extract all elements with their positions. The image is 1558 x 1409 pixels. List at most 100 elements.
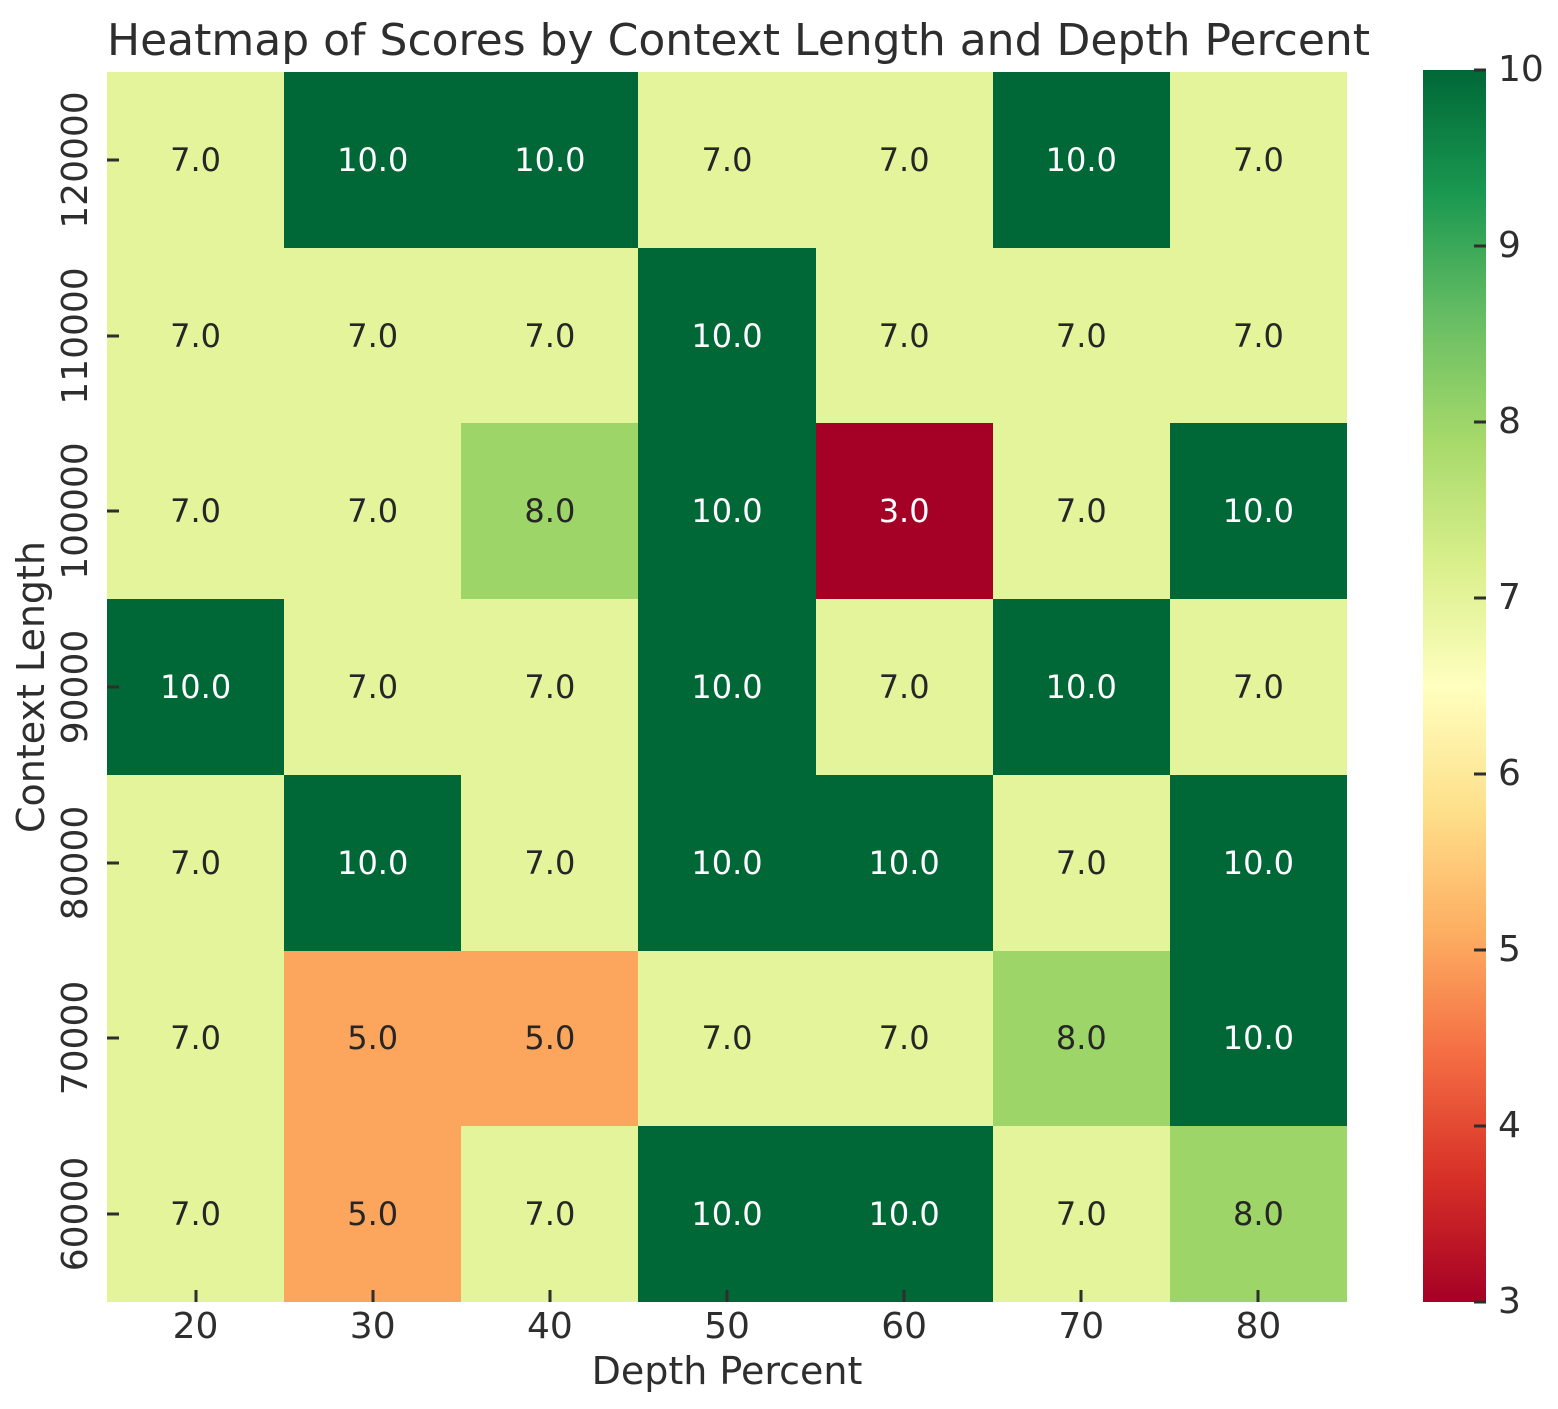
chart-title: Heatmap of Scores by Context Length and … [107, 15, 1371, 66]
heatmap-cell-90000-70: 10.0 [992, 599, 1170, 775]
colorbar-tick-label-7: 7 [1498, 577, 1521, 618]
heatmap-cell-120000-20: 7.0 [107, 72, 285, 248]
heatmap-cell-90000-60: 7.0 [815, 599, 993, 775]
y-tick-mark [107, 509, 119, 513]
colorbar-tick-label-3: 3 [1498, 1281, 1521, 1322]
y-tick-mark [107, 1212, 119, 1216]
colorbar-tick-mark [1474, 772, 1486, 776]
heatmap-cell-110000-60: 7.0 [815, 247, 993, 424]
heatmap-cell-70000-30: 5.0 [284, 950, 462, 1127]
heatmap-cell-80000-30: 10.0 [284, 774, 462, 951]
y-tick-mark [107, 685, 119, 689]
colorbar-tick-label-9: 9 [1498, 225, 1521, 266]
colorbar-tick-label-6: 6 [1498, 753, 1521, 794]
colorbar-tick-label-8: 8 [1498, 401, 1521, 442]
heatmap-cell-60000-60: 10.0 [815, 1126, 993, 1302]
heatmap-cell-120000-60: 7.0 [815, 72, 993, 248]
colorbar-tick-mark [1474, 420, 1486, 424]
y-tick-label-70000: 70000 [55, 981, 96, 1096]
heatmap-cell-100000-20: 7.0 [107, 423, 285, 600]
x-tick-mark [1256, 1290, 1260, 1302]
colorbar-gradient [1423, 70, 1486, 1302]
heatmap-cell-120000-70: 10.0 [992, 72, 1170, 248]
x-axis-label: Depth Percent [591, 1349, 863, 1393]
heatmap-cell-90000-40: 7.0 [461, 599, 639, 775]
heatmap-cell-110000-50: 10.0 [638, 247, 816, 424]
x-tick-label-50: 50 [704, 1306, 750, 1347]
heatmap-cell-110000-40: 7.0 [461, 247, 639, 424]
heatmap-cell-100000-30: 7.0 [284, 423, 462, 600]
y-tick-label-110000: 110000 [55, 266, 96, 405]
heatmap-cell-80000-20: 7.0 [107, 774, 285, 951]
heatmap-cell-70000-40: 5.0 [461, 950, 639, 1127]
colorbar-tick-label-4: 4 [1498, 1105, 1521, 1146]
heatmap-cell-100000-70: 7.0 [992, 423, 1170, 600]
heatmap-cell-110000-70: 7.0 [992, 247, 1170, 424]
heatmap-cell-80000-80: 10.0 [1169, 774, 1347, 951]
y-tick-mark [107, 334, 119, 338]
heatmap-cell-80000-50: 10.0 [638, 774, 816, 951]
heatmap-cell-100000-80: 10.0 [1169, 423, 1347, 600]
heatmap-cell-70000-20: 7.0 [107, 950, 285, 1127]
colorbar-tick-mark [1474, 68, 1486, 72]
colorbar-tick-mark [1474, 244, 1486, 248]
heatmap-cell-120000-50: 7.0 [638, 72, 816, 248]
x-tick-label-80: 80 [1235, 1306, 1282, 1347]
heatmap-cell-80000-70: 7.0 [992, 774, 1170, 951]
y-axis-label: Context Length [9, 540, 53, 834]
heatmap-cell-70000-80: 10.0 [1169, 950, 1347, 1127]
x-tick-mark [194, 1290, 198, 1302]
colorbar-tick-mark [1474, 1300, 1486, 1304]
x-tick-label-70: 70 [1058, 1306, 1105, 1347]
heatmap-cell-120000-80: 7.0 [1169, 72, 1347, 248]
y-tick-label-120000: 120000 [55, 91, 96, 229]
colorbar-tick-label-10: 10 [1498, 49, 1544, 90]
x-tick-mark [725, 1290, 729, 1302]
heatmap-cell-100000-50: 10.0 [638, 423, 816, 600]
colorbar: 10 9 8 7 6 5 4 3 [1423, 52, 1544, 1320]
heatmap-cell-120000-40: 10.0 [461, 72, 639, 248]
x-tick-label-40: 40 [526, 1306, 573, 1347]
heatmap-cell-110000-80: 7.0 [1169, 247, 1347, 424]
x-tick-mark [548, 1290, 552, 1302]
heatmap-cell-90000-30: 7.0 [284, 599, 462, 775]
y-tick-label-90000: 90000 [55, 629, 96, 745]
heatmap-cell-60000-40: 7.0 [461, 1126, 639, 1302]
x-tick-label-30: 30 [349, 1306, 396, 1347]
heatmap-cell-100000-60: 3.0 [815, 423, 993, 600]
heatmap-plot-area: 7.0 10.0 10.0 7.0 7.0 10.0 7.0 7.0 7.0 7.0 10.0 7.0… [107, 72, 1347, 1302]
heatmap-cell-70000-60: 7.0 [815, 950, 993, 1127]
heatmap-cell-80000-60: 10.0 [815, 774, 993, 951]
heatmap-cell-60000-80: 8.0 [1169, 1126, 1347, 1302]
x-tick-mark [371, 1290, 375, 1302]
colorbar-tick-mark [1474, 1124, 1486, 1128]
heatmap-cell-80000-40: 7.0 [461, 774, 639, 951]
y-tick-label-60000: 60000 [55, 1156, 96, 1272]
heatmap-cell-60000-30: 5.0 [284, 1126, 462, 1302]
colorbar-tick-mark [1474, 948, 1486, 952]
y-tick-label-80000: 80000 [55, 805, 96, 920]
heatmap-cell-70000-70: 8.0 [992, 950, 1170, 1127]
colorbar-tick-label-5: 5 [1498, 929, 1521, 970]
heatmap-cell-120000-30: 10.0 [284, 72, 462, 248]
x-tick-label-60: 60 [881, 1306, 928, 1347]
colorbar-tick-mark [1474, 596, 1486, 600]
heatmap-cell-90000-20: 10.0 [107, 599, 285, 775]
y-tick-mark [107, 158, 119, 162]
x-tick-mark [902, 1290, 906, 1302]
heatmap-cell-70000-50: 7.0 [638, 950, 816, 1127]
heatmap-cell-100000-40: 8.0 [461, 423, 639, 600]
heatmap-cell-60000-50: 10.0 [638, 1126, 816, 1302]
x-tick-mark [1079, 1290, 1083, 1302]
x-tick-label-20: 20 [172, 1306, 219, 1347]
heatmap-cell-60000-70: 7.0 [992, 1126, 1170, 1302]
heatmap-cell-110000-20: 7.0 [107, 247, 285, 424]
heatmap-cell-90000-50: 10.0 [638, 599, 816, 775]
heatmap-cell-60000-20: 7.0 [107, 1126, 285, 1302]
y-tick-mark [107, 861, 119, 865]
y-tick-label-100000: 100000 [55, 442, 96, 580]
heatmap-cell-90000-80: 7.0 [1169, 599, 1347, 775]
y-tick-mark [107, 1036, 119, 1040]
heatmap-cell-110000-30: 7.0 [284, 247, 462, 424]
